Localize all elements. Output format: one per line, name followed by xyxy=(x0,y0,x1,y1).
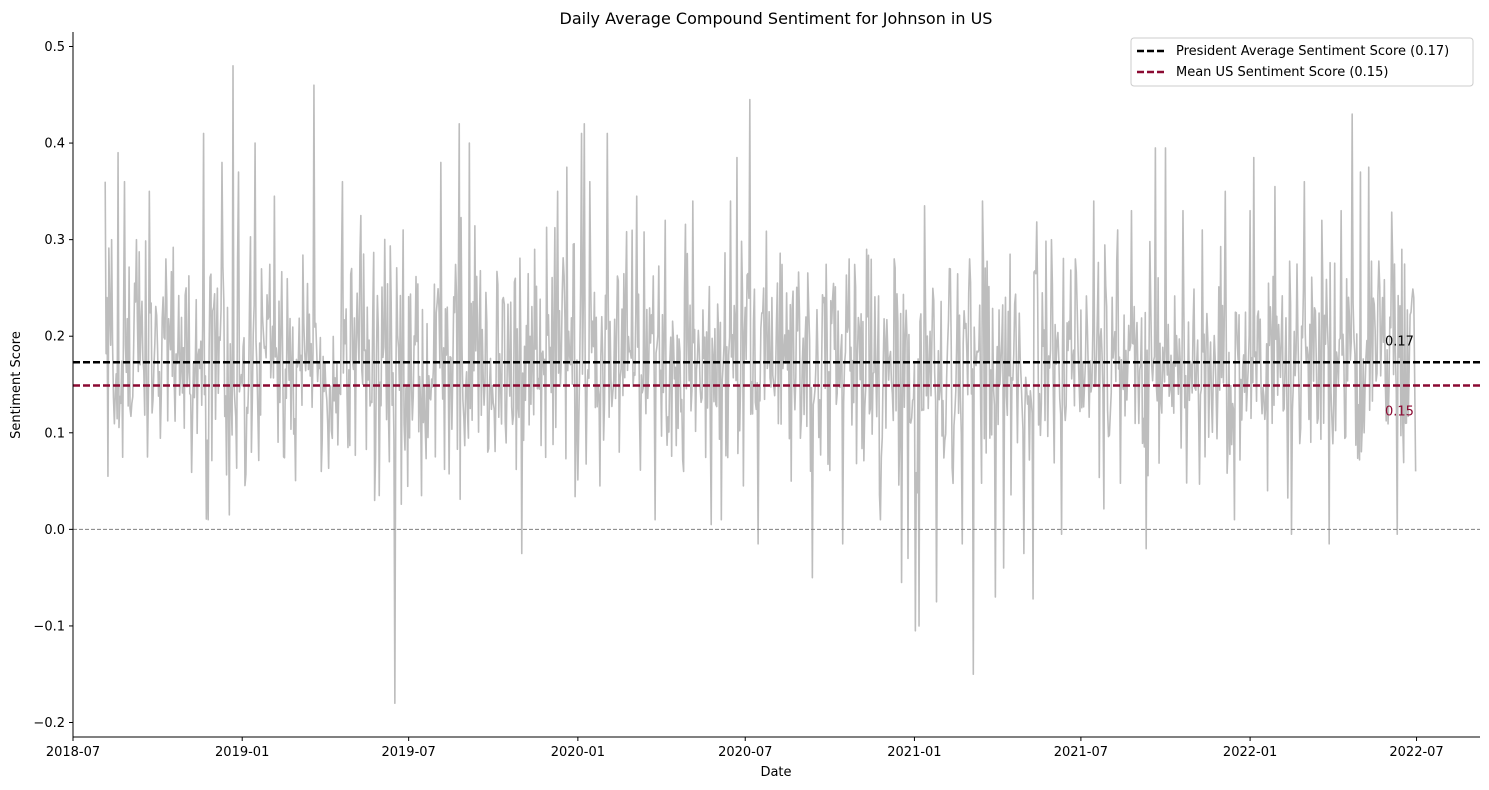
axes xyxy=(72,32,1480,738)
y-tick-label: 0.4 xyxy=(44,137,65,152)
y-tick-label: −0.1 xyxy=(33,619,65,634)
x-axis-ticks: 2018-07 2019-01 2019-07 2020-01 2020-07 2021-… xyxy=(46,737,1444,760)
x-tick-label: 2021-07 xyxy=(1054,745,1108,760)
y-tick-label: 0.2 xyxy=(44,330,65,345)
y-tick-label: 0.0 xyxy=(44,523,65,538)
x-tick-label: 2021-01 xyxy=(887,745,941,760)
legend-label-president-average: President Average Sentiment Score (0.17) xyxy=(1176,44,1449,59)
x-tick-label: 2022-01 xyxy=(1223,745,1277,760)
plot-area xyxy=(104,65,1417,704)
series-line-daily-sentiment xyxy=(104,65,1417,704)
x-tick-label: 2022-07 xyxy=(1389,745,1443,760)
reference-line-label-1: 0.15 xyxy=(1385,404,1414,419)
legend: President Average Sentiment Score (0.17)… xyxy=(1130,37,1474,87)
chart-title: Daily Average Compound Sentiment for Joh… xyxy=(560,9,993,28)
y-axis-title: Sentiment Score xyxy=(9,331,24,439)
x-tick-label: 2020-07 xyxy=(718,745,772,760)
y-tick-label: −0.2 xyxy=(33,716,65,731)
reference-lines: 0.17 0.15 xyxy=(73,334,1480,530)
y-axis-ticks: −0.2 −0.1 0.0 0.1 0.2 0.3 0.4 0.5 xyxy=(33,40,73,731)
x-tick-label: 2018-07 xyxy=(46,745,100,760)
x-tick-label: 2019-07 xyxy=(381,745,435,760)
x-tick-label: 2020-01 xyxy=(551,745,605,760)
x-axis-title: Date xyxy=(760,765,791,780)
reference-line-label-0: 0.17 xyxy=(1385,334,1414,349)
y-tick-label: 0.5 xyxy=(44,40,65,55)
y-tick-label: 0.3 xyxy=(44,233,65,248)
legend-label-mean-us: Mean US Sentiment Score (0.15) xyxy=(1176,65,1388,80)
y-tick-label: 0.1 xyxy=(44,426,65,441)
legend-box xyxy=(1130,37,1474,87)
x-tick-label: 2019-01 xyxy=(215,745,269,760)
